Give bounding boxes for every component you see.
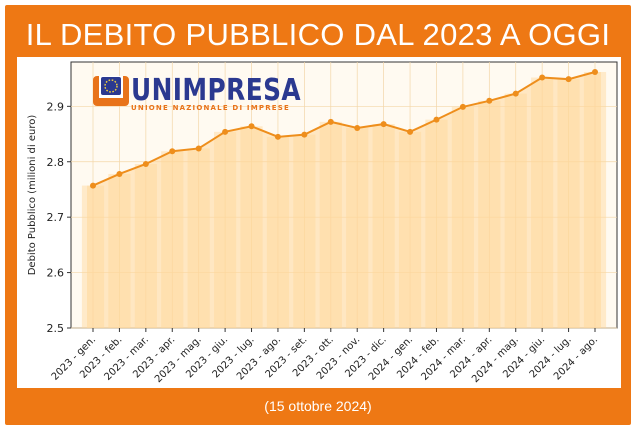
value-bar xyxy=(134,163,157,328)
data-point xyxy=(248,123,255,130)
value-bar xyxy=(504,93,527,329)
value-bar xyxy=(214,131,237,328)
value-bar xyxy=(346,127,369,328)
data-point xyxy=(433,116,440,123)
value-bar xyxy=(478,100,501,328)
value-bar xyxy=(161,151,184,328)
data-point xyxy=(486,97,493,104)
data-point xyxy=(169,148,176,155)
unimpresa-logo: UNIMPRESA UNIONE NAZIONALE DI IMPRESE xyxy=(93,73,301,112)
value-bar xyxy=(557,79,580,328)
value-bar xyxy=(372,124,395,328)
y-tick-label: 2.7 xyxy=(47,211,65,224)
value-bar xyxy=(266,136,290,328)
logo-subtitle: UNIONE NAZIONALE DI IMPRESE xyxy=(131,104,290,112)
y-tick-label: 2.6 xyxy=(47,267,65,280)
data-point xyxy=(142,160,149,167)
data-point xyxy=(459,103,466,110)
data-point xyxy=(539,74,546,81)
data-point xyxy=(565,76,572,83)
y-tick-label: 2.5 xyxy=(47,322,65,335)
data-point xyxy=(274,133,281,140)
value-bar xyxy=(293,134,316,328)
value-bar xyxy=(583,71,607,328)
data-point xyxy=(116,170,123,177)
data-point xyxy=(301,131,308,138)
debt-area xyxy=(87,71,601,328)
data-point xyxy=(327,118,334,125)
chart-panel: 2.5 2.6 2.7 2.8 2.9 2023 - gen. 2023 - feb. 202… xyxy=(17,57,621,388)
data-point xyxy=(380,121,387,128)
data-point xyxy=(195,145,202,152)
value-bar xyxy=(319,121,342,328)
value-bar xyxy=(81,185,105,328)
debt-series-line xyxy=(92,71,596,187)
data-point xyxy=(354,124,361,131)
data-point xyxy=(512,90,519,97)
value-bar xyxy=(425,119,448,328)
value-bar xyxy=(240,126,263,329)
y-tick-label: 2.9 xyxy=(47,100,65,113)
date-footer: (15 ottobre 2024) xyxy=(264,398,372,414)
data-point xyxy=(222,128,229,135)
orange-frame: IL DEBITO PUBBLICO DAL 2023 A OGGI 2.5 2.… xyxy=(5,5,631,425)
logo-name: UNIMPRESA xyxy=(131,73,301,108)
line-layer xyxy=(90,68,598,189)
y-tick-label: 2.8 xyxy=(47,156,65,169)
data-point xyxy=(90,182,96,189)
logo-emblem-icon xyxy=(93,76,129,106)
area-layer xyxy=(81,71,607,329)
value-bar xyxy=(108,173,131,328)
page-title: IL DEBITO PUBBLICO DAL 2023 A OGGI xyxy=(25,17,611,52)
value-bar xyxy=(451,106,474,328)
value-bar xyxy=(187,148,210,328)
y-axis-label: Debito Pubblico (milioni di euro) xyxy=(27,115,38,276)
data-point xyxy=(592,68,598,75)
value-bar xyxy=(531,77,554,328)
value-bar xyxy=(398,131,422,328)
data-point xyxy=(407,128,414,135)
